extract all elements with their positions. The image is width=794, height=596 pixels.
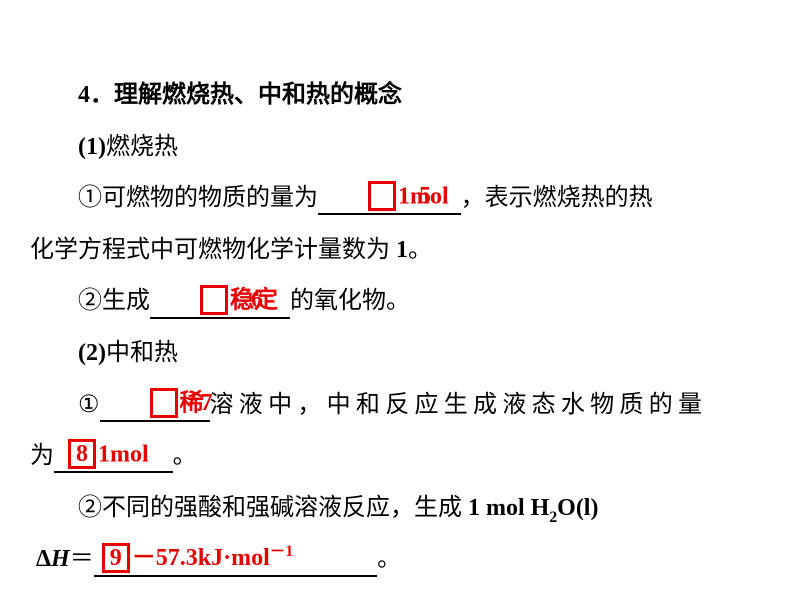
formula-unit: mol xyxy=(480,495,531,521)
section-2-heading: (2)中和热 xyxy=(30,328,764,380)
box-5: 5 xyxy=(368,181,396,211)
section-1-heading: (1)燃烧热 xyxy=(30,122,764,174)
title-text: ．理解燃烧热、中和热的概念 xyxy=(90,82,402,108)
marker: ① xyxy=(78,185,102,211)
s2-item2-line1: ②不同的强酸和强碱溶液反应，生成 1 mol H2O(l) xyxy=(30,483,764,535)
text-post1: ，表示燃烧热的热 xyxy=(461,185,653,211)
formula-num: 1 xyxy=(468,495,480,521)
text-post2: 化学方程式中可燃物化学计量数为 xyxy=(30,237,396,263)
s2-item1-line2: 为 81mol 。 xyxy=(30,431,764,483)
blank-9: 9－57.3kJ·mol－1 xyxy=(94,544,377,576)
s1-item1-line2: 化学方程式中可燃物化学计量数为 1。 xyxy=(30,225,764,277)
answer-9-exp: －1 xyxy=(270,543,293,560)
s1-item2: ②生成6稳定 的氧化物。 xyxy=(30,276,764,328)
answer-8: 1mol xyxy=(98,442,149,468)
s2-item1-line1: ①7稀 溶液中，中和反应生成液态水物质的量 xyxy=(30,380,764,432)
answer-9-val: 57.3kJ·mol xyxy=(156,545,270,571)
answer-7: 稀 xyxy=(180,390,204,416)
blank-6: 6稳定 xyxy=(150,287,290,319)
text-mid: 溶液中，中和反应生成液态水物质的量 xyxy=(210,392,708,418)
answer-9-minus: － xyxy=(132,545,156,571)
formula-O: O xyxy=(557,495,576,521)
text-end: 。 xyxy=(377,546,401,572)
text-pre: 不同的强酸和强碱溶液反应，生成 xyxy=(102,495,468,521)
text-post2-end: 。 xyxy=(408,237,432,263)
section-1-title: 燃烧热 xyxy=(106,134,178,160)
formula-H: H xyxy=(531,495,550,521)
blank-8: 81mol xyxy=(54,441,173,473)
document-body: 4．理解燃烧热、中和热的概念 (1)燃烧热 ①可燃物的物质的量为51mol ，表… xyxy=(30,70,764,586)
formula-state: (l) xyxy=(576,495,599,521)
delta: Δ xyxy=(36,546,51,572)
H: H xyxy=(51,546,70,572)
box-7: 7 xyxy=(150,388,178,418)
box-9: 9 xyxy=(102,543,130,573)
title-line: 4．理解燃烧热、中和热的概念 xyxy=(30,70,764,122)
blank-5: 51mol xyxy=(318,183,461,215)
text-end: 。 xyxy=(173,443,197,469)
s1-item1-line1: ①可燃物的物质的量为51mol ，表示燃烧热的热 xyxy=(30,173,764,225)
section-2-title: 中和热 xyxy=(106,340,178,366)
s2-item2-line2: ΔH＝ 9－57.3kJ·mol－1 。 xyxy=(30,534,764,586)
box-6: 6 xyxy=(200,285,228,315)
marker: ① xyxy=(78,392,100,418)
eq: ＝ xyxy=(70,546,94,572)
section-1-label: (1) xyxy=(78,134,106,160)
marker: ② xyxy=(78,288,102,314)
marker: ② xyxy=(78,495,102,521)
formula-2: 2 xyxy=(549,509,557,526)
text-post2-num: 1 xyxy=(396,237,408,263)
box-8: 8 xyxy=(68,439,96,469)
text-pre: 为 xyxy=(30,443,54,469)
title-number: 4 xyxy=(78,82,90,108)
blank-7: 7稀 xyxy=(100,390,210,422)
section-2-label: (2) xyxy=(78,340,106,366)
text-post: 的氧化物。 xyxy=(290,288,410,314)
text-pre: 生成 xyxy=(102,288,150,314)
text-pre: 可燃物的物质的量为 xyxy=(102,185,318,211)
